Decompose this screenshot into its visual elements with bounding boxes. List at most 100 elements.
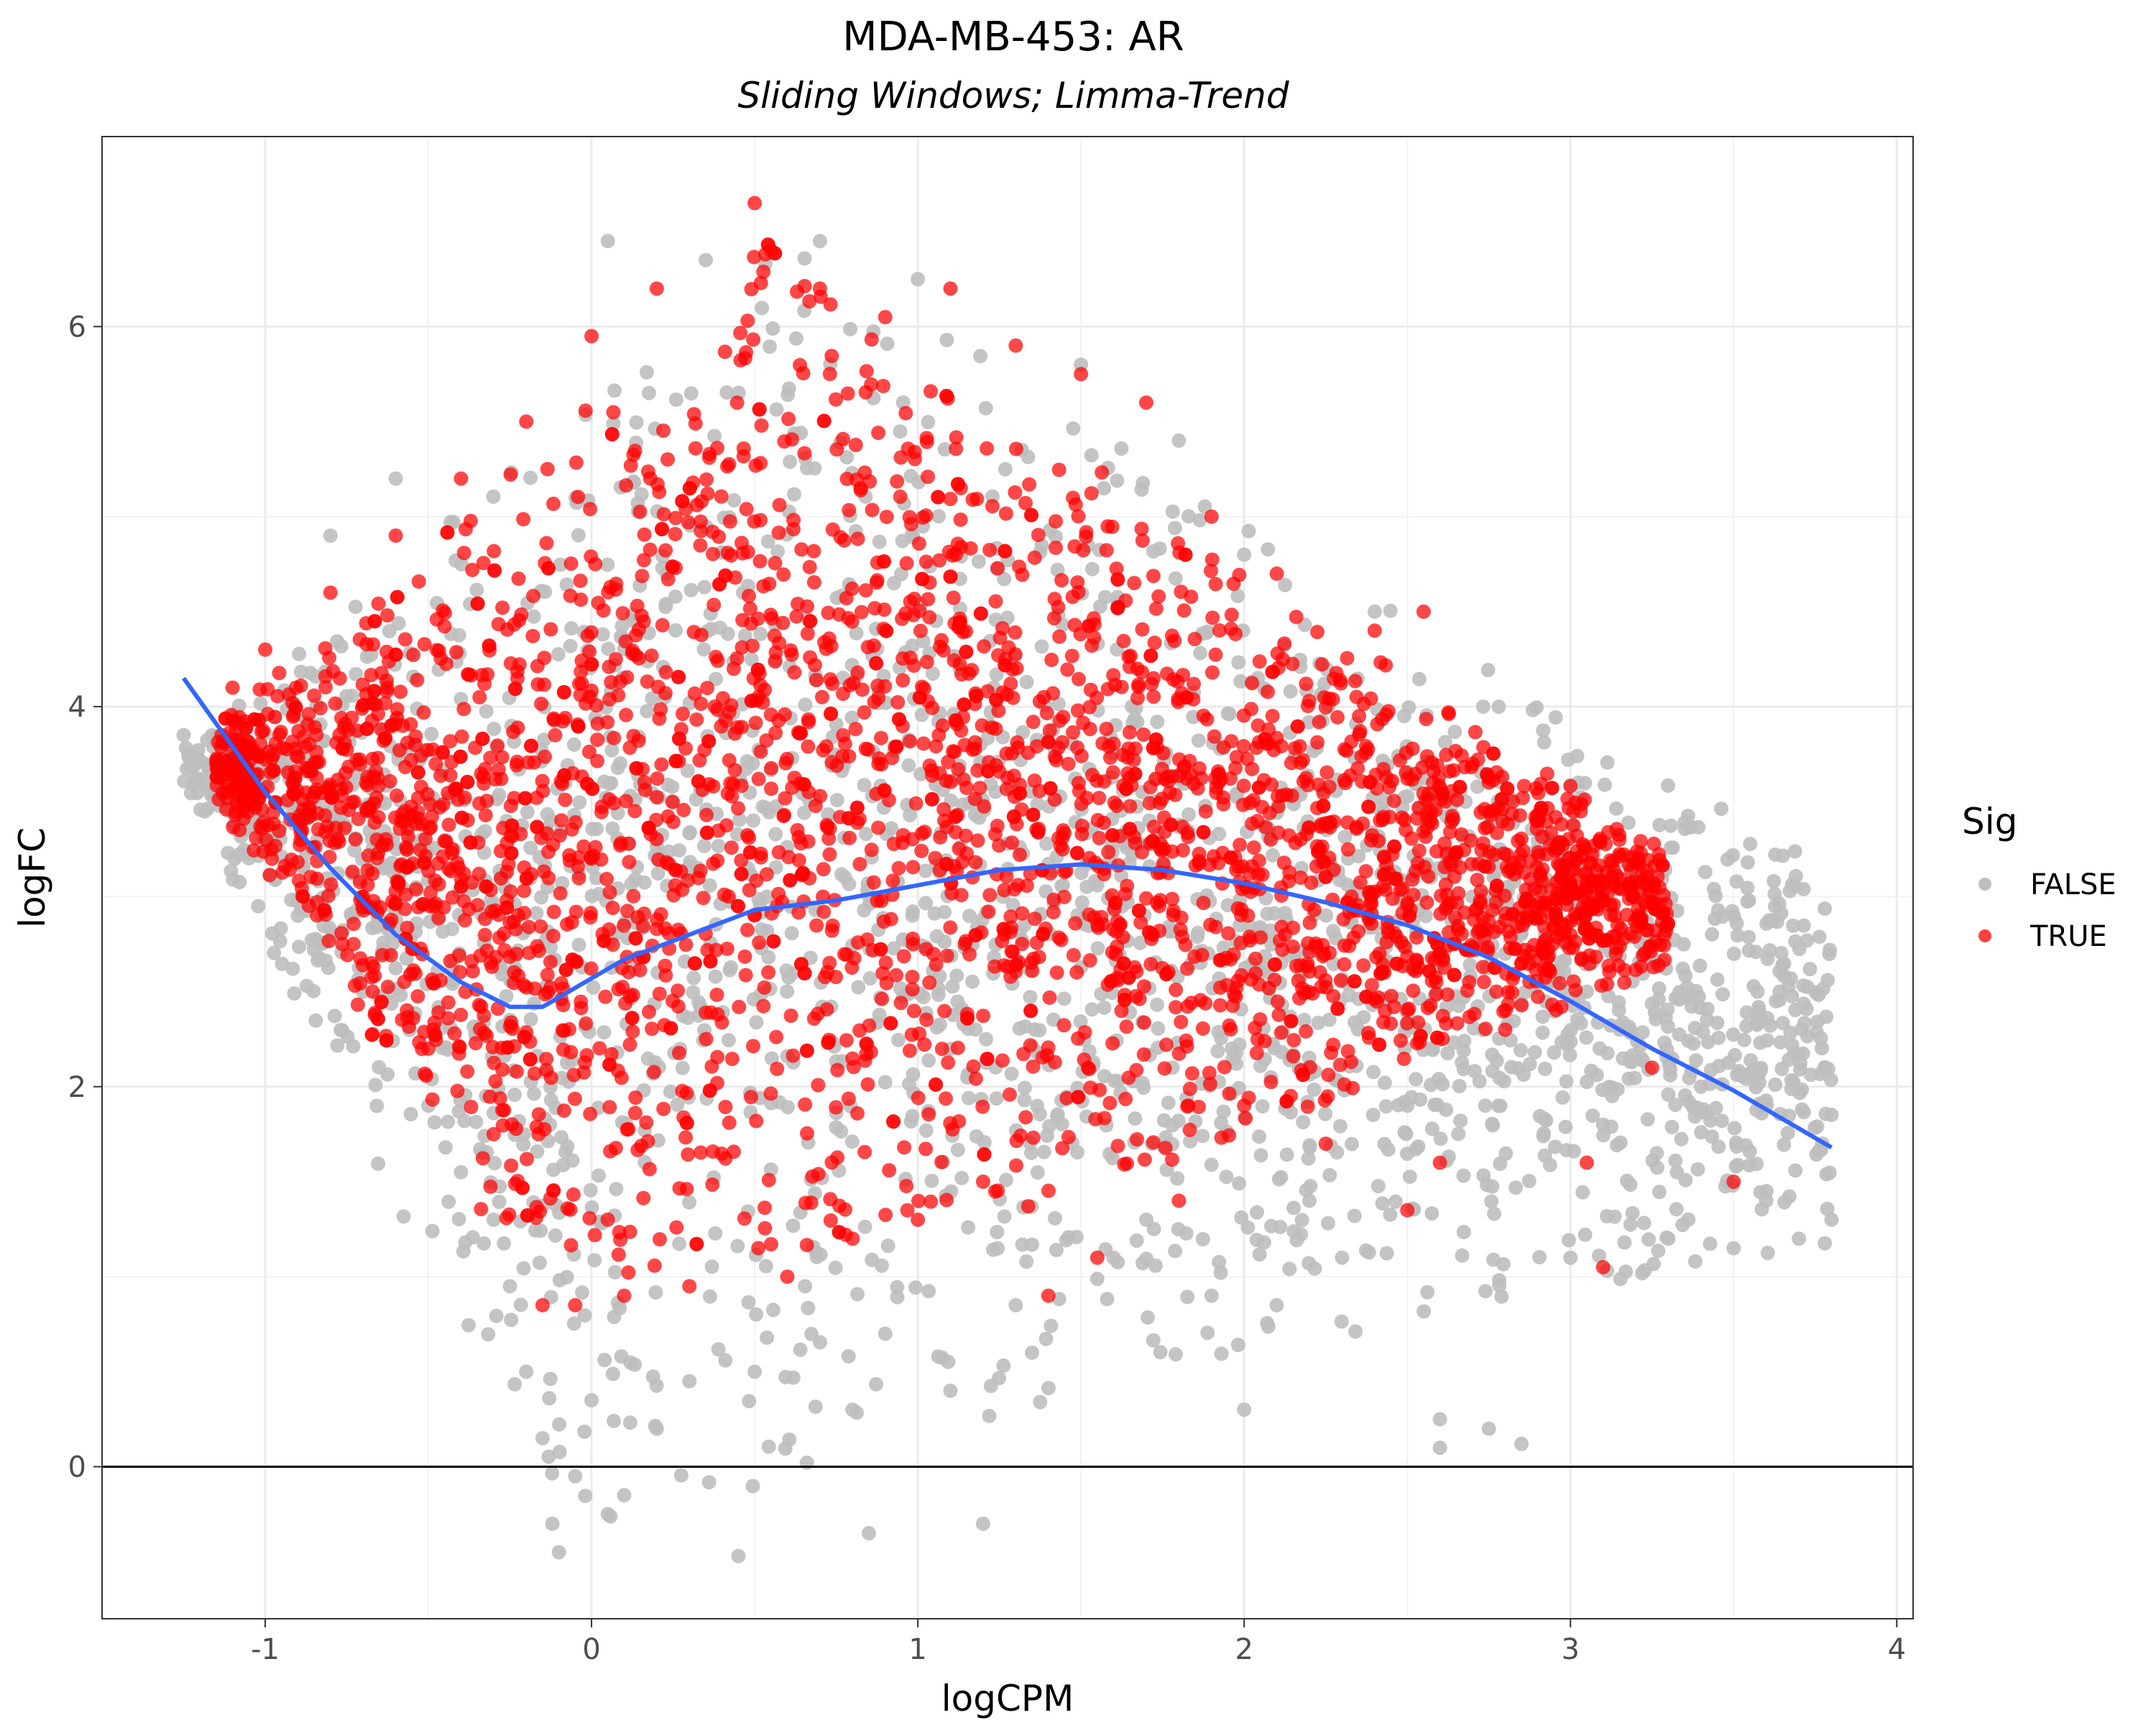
false-point-20 [650, 1422, 664, 1436]
false-point [798, 1279, 812, 1293]
false-point [533, 1223, 548, 1238]
false-point-11 [519, 1364, 533, 1379]
false-point [702, 1475, 717, 1489]
true-point [1264, 1075, 1279, 1089]
true-point [951, 1041, 965, 1055]
false-point [1708, 911, 1722, 926]
false-point [540, 807, 555, 822]
false-point [1522, 1174, 1537, 1188]
true-point [1285, 657, 1299, 671]
false-point [1452, 1079, 1467, 1093]
false-point [177, 774, 191, 789]
true-point [1299, 676, 1313, 691]
true-point [451, 860, 466, 875]
false-point [1707, 882, 1721, 896]
true-point [1184, 996, 1199, 1010]
false-point [768, 827, 783, 842]
false-point [1214, 1266, 1228, 1280]
true-point [579, 1016, 593, 1031]
true-point [964, 541, 978, 556]
true-point [668, 527, 683, 541]
false-point [1617, 1236, 1631, 1250]
false-point [1761, 1246, 1775, 1260]
true-point [1531, 990, 1545, 1004]
false-point [441, 1115, 455, 1129]
true-point [1419, 712, 1433, 726]
false-point [1491, 699, 1506, 714]
true-point [982, 543, 997, 557]
true-point [1442, 707, 1456, 721]
false-point [1814, 1031, 1828, 1045]
true-point [1274, 1026, 1289, 1040]
false-point [1135, 482, 1149, 497]
false-point-31 [976, 1517, 990, 1531]
true-point [871, 426, 885, 440]
true-point [1248, 952, 1263, 966]
true-point [876, 379, 890, 393]
true-point [1026, 1131, 1041, 1145]
true-point [857, 1145, 872, 1159]
true-point [701, 487, 715, 501]
true-point [966, 492, 980, 507]
false-point-61 [1824, 1213, 1838, 1227]
true-point [913, 624, 928, 638]
true-point [1061, 757, 1076, 771]
true-point [932, 553, 946, 568]
false-point-48 [1482, 1422, 1496, 1436]
true-point [591, 717, 605, 731]
true-point [428, 1016, 442, 1030]
true-point [1245, 817, 1259, 831]
false-point [548, 1228, 563, 1243]
false-point [1578, 1228, 1593, 1242]
false-point [1700, 1002, 1715, 1016]
true-point [1128, 741, 1143, 755]
false-point [1496, 1257, 1511, 1272]
true-point [735, 640, 750, 655]
true-point [1436, 1009, 1450, 1024]
false-point [1651, 1244, 1665, 1258]
false-point [1558, 1120, 1572, 1134]
true-point [889, 968, 903, 983]
true-point [1359, 745, 1373, 760]
true-point [672, 1046, 686, 1060]
false-point-54 [1596, 1118, 1611, 1132]
false-point [1280, 1147, 1294, 1162]
true-point [1007, 810, 1021, 824]
true-point [940, 949, 954, 963]
false-point [829, 1261, 843, 1275]
true-point [517, 883, 531, 898]
true-point [943, 492, 957, 506]
false-point [808, 1400, 823, 1414]
false-point [1609, 801, 1623, 816]
true-point [1051, 930, 1066, 945]
true-point [1177, 603, 1192, 617]
false-point [1135, 1256, 1150, 1270]
false-point [1777, 1138, 1791, 1152]
false-point [441, 1195, 456, 1209]
true-point [479, 794, 494, 808]
false-point [845, 1134, 860, 1149]
false-point [1691, 820, 1705, 835]
true-point [505, 1117, 519, 1131]
false-point [1818, 901, 1832, 916]
true-point [1129, 1063, 1143, 1077]
false-point [572, 795, 586, 809]
true-point [1319, 766, 1334, 780]
false-point [872, 535, 887, 549]
true-point [465, 563, 479, 577]
false-point [951, 995, 965, 1009]
true-point [778, 707, 792, 722]
true-point [769, 1030, 783, 1044]
false-point [1774, 946, 1789, 960]
false-point [937, 905, 952, 919]
false-point [1455, 1055, 1469, 1070]
true-point [792, 830, 806, 845]
false-point [850, 1287, 865, 1301]
false-point [589, 822, 604, 836]
false-point [1575, 1185, 1590, 1200]
false-point [1560, 1143, 1574, 1157]
true-point [653, 987, 667, 1001]
false-point-13 [545, 1517, 560, 1531]
true-point [656, 1102, 671, 1116]
